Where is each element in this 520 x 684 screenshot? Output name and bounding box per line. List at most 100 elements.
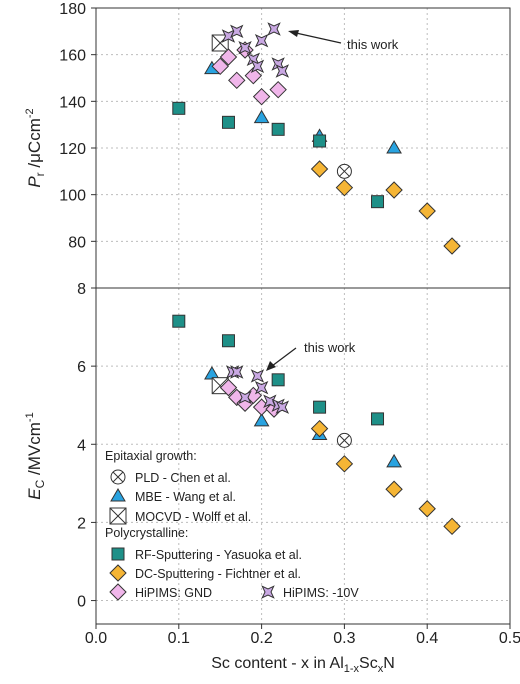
data-point (230, 24, 244, 39)
legend-marker (110, 488, 126, 502)
data-point (336, 432, 352, 448)
data-point (443, 517, 461, 536)
bottom-y-ticks: 0 2 4 6 8 (77, 281, 96, 611)
data-point (253, 412, 270, 427)
bottom-plot-frame (95, 287, 511, 625)
data-point (313, 134, 327, 148)
data-point (254, 33, 269, 48)
bottom-x-ticks: 0.0 0.1 0.2 0.3 0.4 0.5 (85, 624, 520, 647)
data-point (238, 390, 252, 405)
data-point (386, 453, 402, 468)
data-point (271, 373, 285, 387)
data-point (252, 87, 271, 106)
data-point (172, 314, 186, 328)
data-point (221, 334, 235, 348)
legend-poly-items: RF-Sputtering - Yasuoka et al. DC-Sputter… (109, 547, 359, 601)
x-tick-label: 0.1 (168, 630, 190, 647)
top-annotation-arrow (295, 32, 342, 44)
data-point (275, 400, 290, 414)
data-point (250, 59, 265, 74)
legend-label: DC-Sputtering - Fichtner et al. (135, 567, 301, 581)
data-point (244, 66, 263, 85)
data-point (238, 40, 252, 55)
bottom-y-axis-label: EC /MVcm-1 (24, 412, 47, 499)
top-data-points (172, 22, 461, 255)
x-tick-label: 0.2 (250, 630, 272, 647)
data-point (228, 71, 246, 90)
data-point (230, 365, 244, 379)
x-tick-label: 0.3 (333, 630, 355, 647)
data-point (385, 181, 403, 199)
data-point (221, 29, 236, 43)
data-point (335, 178, 354, 197)
data-point (336, 163, 352, 179)
legend-label: MOCVD - Wolff et al. (135, 510, 251, 524)
data-point (313, 400, 327, 414)
legend-marker (110, 469, 126, 485)
top-panel: 80 100 120 140 160 180 Pr /μCcm-2 this work (24, 1, 511, 289)
data-point (219, 378, 238, 397)
data-point (271, 122, 285, 136)
data-point (253, 109, 270, 124)
x-tick-label: 0.4 (416, 630, 438, 647)
y-tick-label: 100 (59, 188, 86, 205)
data-point (371, 412, 385, 426)
legend-label: HiPIMS: GND (135, 586, 212, 600)
data-point (418, 202, 436, 220)
legend-marker (111, 547, 125, 561)
legend-epitaxial-items: PLD - Chen et al. MBE - Wang et al. MOCVD … (109, 469, 251, 525)
top-y-ticks: 80 100 120 140 160 180 (59, 1, 96, 251)
data-point (443, 237, 461, 255)
y-tick-label: 120 (59, 141, 86, 158)
data-point (418, 500, 436, 518)
top-gridlines (96, 8, 510, 288)
legend: Epitaxial growth: PLD - Chen et al. MBE -… (105, 449, 359, 601)
data-point (211, 57, 229, 76)
legend-marker (109, 583, 127, 601)
data-point (385, 480, 403, 498)
bottom-data-points (172, 314, 461, 536)
top-annotation-arrowhead (288, 30, 299, 37)
legend-marker (109, 507, 127, 525)
data-point (269, 80, 287, 99)
x-tick-label: 0.5 (499, 630, 520, 647)
y-tick-label: 160 (59, 48, 86, 65)
data-point (204, 365, 220, 380)
legend-label: MBE - Wang et al. (135, 490, 236, 504)
y-tick-label: 6 (77, 359, 86, 376)
y-tick-label: 80 (68, 234, 86, 251)
x-tick-label: 0.0 (85, 630, 107, 647)
data-point (371, 195, 385, 209)
bottom-annotation-arrow (271, 347, 297, 367)
legend-label: PLD - Chen et al. (135, 471, 231, 485)
y-tick-label: 2 (77, 515, 86, 532)
legend-label: HiPIMS: -10V (283, 586, 359, 600)
legend-marker (109, 564, 127, 582)
legend-header-poly: Polycrystalline: (105, 526, 188, 540)
legend-header-epitaxial: Epitaxial growth: (105, 449, 197, 463)
data-point (250, 369, 265, 383)
top-y-axis-label: Pr /μCcm-2 (24, 108, 47, 187)
x-axis-label: Sc content - x in Al1-xScxN (211, 655, 395, 675)
y-tick-label: 140 (59, 94, 86, 111)
data-point (172, 101, 186, 115)
y-tick-label: 8 (77, 281, 86, 298)
data-point (219, 48, 238, 66)
legend-marker (261, 585, 275, 599)
legend-label: RF-Sputtering - Yasuoka et al. (135, 548, 302, 562)
y-tick-label: 180 (59, 1, 86, 18)
data-point (221, 115, 235, 129)
data-point (310, 419, 329, 438)
bottom-panel: 0 2 4 6 8 0.0 0.1 0.2 0.3 0.4 0.5 EC /MVcm-1 Sc c… (24, 281, 520, 675)
bottom-annotation-arrowhead (266, 361, 276, 371)
data-point (386, 140, 402, 154)
data-point (310, 160, 329, 178)
data-point (267, 22, 281, 36)
data-point (335, 455, 354, 473)
top-annotation: this work (347, 37, 399, 52)
data-point (254, 380, 269, 395)
y-tick-label: 0 (77, 594, 86, 611)
bottom-gridlines (96, 288, 510, 624)
bottom-annotation: this work (304, 340, 356, 355)
